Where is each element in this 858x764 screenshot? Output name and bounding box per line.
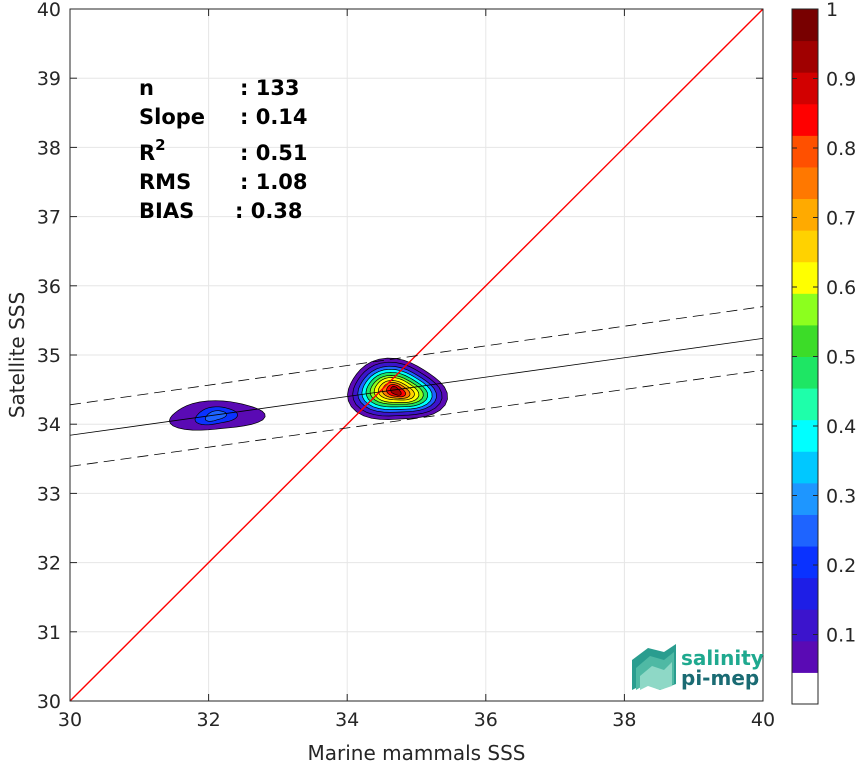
stat-value-r: : 0.51 bbox=[240, 141, 308, 165]
axis-ticks: 30 32 34 36 38 40 30 31 32 33 34 35 36 37 38 39 40 bbox=[37, 0, 775, 731]
colorbar-tick-label: 0.2 bbox=[826, 555, 856, 577]
colorbar-swatch bbox=[792, 72, 818, 105]
stat-label-slope: Slope bbox=[139, 105, 205, 129]
stat-label-r: R2 bbox=[139, 136, 166, 165]
colorbar-swatch bbox=[792, 640, 818, 673]
y-tick-label: 40 bbox=[37, 0, 61, 21]
colorbar-swatch bbox=[792, 388, 818, 421]
logo-mark-icon bbox=[632, 644, 676, 690]
y-axis-label: Satellite SSS bbox=[5, 292, 29, 418]
stat-superscript: 2 bbox=[155, 136, 165, 154]
colorbar-swatch bbox=[792, 261, 818, 294]
colorbar-swatch bbox=[792, 166, 818, 200]
stat-label-rms: RMS bbox=[139, 170, 191, 194]
colorbar-swatch bbox=[792, 103, 818, 136]
identity-line bbox=[69, 8, 764, 702]
colorbar-tick-label: 0.9 bbox=[826, 69, 856, 91]
colorbar: 0.1 0.2 0.3 0.4 0.5 0.6 0.7 0.8 0.9 1 bbox=[791, 0, 856, 705]
stat-value-rms: : 1.08 bbox=[240, 170, 308, 194]
stat-label-n: n bbox=[139, 76, 154, 100]
colorbar-swatch bbox=[792, 293, 818, 326]
x-axis-label: Marine mammals SSS bbox=[307, 741, 525, 764]
y-tick-label: 38 bbox=[37, 137, 61, 159]
stat-label-bias: BIAS bbox=[139, 199, 194, 223]
cluster-2-contour bbox=[390, 386, 402, 396]
colorbar-swatch bbox=[792, 577, 818, 610]
statistics-box: n : 133 Slope : 0.14 R2 : 0.51 RMS : 1.08 BIAS : … bbox=[139, 76, 308, 223]
colorbar-swatch bbox=[792, 546, 818, 579]
density-contours bbox=[169, 357, 448, 431]
colorbar-swatch bbox=[792, 451, 818, 484]
colorbar-swatch bbox=[792, 324, 818, 357]
x-tick-label: 32 bbox=[197, 709, 221, 731]
colorbar-swatch bbox=[792, 672, 818, 705]
colorbar-swatch bbox=[792, 9, 818, 42]
stat-value-n: : 133 bbox=[240, 76, 300, 100]
y-tick-label: 37 bbox=[37, 207, 61, 229]
regression-line bbox=[69, 337, 764, 436]
y-tick-label: 36 bbox=[37, 276, 61, 298]
x-tick-label: 40 bbox=[751, 709, 775, 731]
colorbar-swatch bbox=[792, 198, 818, 231]
colorbar-swatch bbox=[792, 609, 818, 642]
colorbar-tick-label: 0.8 bbox=[826, 138, 856, 160]
y-tick-label: 34 bbox=[37, 414, 61, 436]
y-tick-label: 39 bbox=[37, 68, 61, 90]
y-tick-label: 35 bbox=[37, 345, 61, 367]
x-tick-label: 30 bbox=[58, 709, 82, 731]
colorbar-swatch bbox=[792, 135, 818, 168]
x-tick-label: 36 bbox=[474, 709, 498, 731]
y-tick-label: 32 bbox=[37, 553, 61, 575]
stat-value-slope: : 0.14 bbox=[240, 105, 308, 129]
x-tick-label: 34 bbox=[335, 709, 359, 731]
colorbar-tick-label: 0.4 bbox=[826, 416, 856, 438]
cluster-1-contour bbox=[204, 410, 227, 422]
regression-band-lower bbox=[69, 369, 764, 467]
colorbar-tick-label: 0.6 bbox=[826, 277, 856, 299]
colorbar-tick-label: 0.7 bbox=[826, 208, 856, 230]
logo-text-salinity: salinity bbox=[681, 646, 764, 670]
colorbar-tick-label: 1 bbox=[826, 0, 838, 21]
x-tick-label: 38 bbox=[612, 709, 636, 731]
y-tick-label: 30 bbox=[37, 691, 61, 713]
colorbar-tick-label: 0.3 bbox=[826, 486, 856, 508]
colorbar-tick-label: 0.5 bbox=[826, 347, 856, 369]
colorbar-swatch bbox=[792, 514, 818, 547]
colorbar-swatch bbox=[792, 230, 818, 263]
logo-text-pi-mep: pi-mep bbox=[681, 666, 759, 690]
colorbar-swatch bbox=[792, 419, 818, 452]
regression-band-upper bbox=[69, 306, 764, 406]
salinity-pi-mep-logo: salinity pi-mep bbox=[632, 644, 764, 690]
y-tick-label: 31 bbox=[37, 622, 61, 644]
colorbar-swatch bbox=[792, 356, 818, 389]
colorbar-swatch bbox=[792, 482, 818, 515]
colorbar-swatch bbox=[792, 40, 818, 73]
y-tick-label: 33 bbox=[37, 483, 61, 505]
colorbar-tick-label: 0.1 bbox=[826, 625, 856, 647]
fit-lines bbox=[69, 8, 764, 702]
stat-value-bias: : 0.38 bbox=[235, 199, 303, 223]
